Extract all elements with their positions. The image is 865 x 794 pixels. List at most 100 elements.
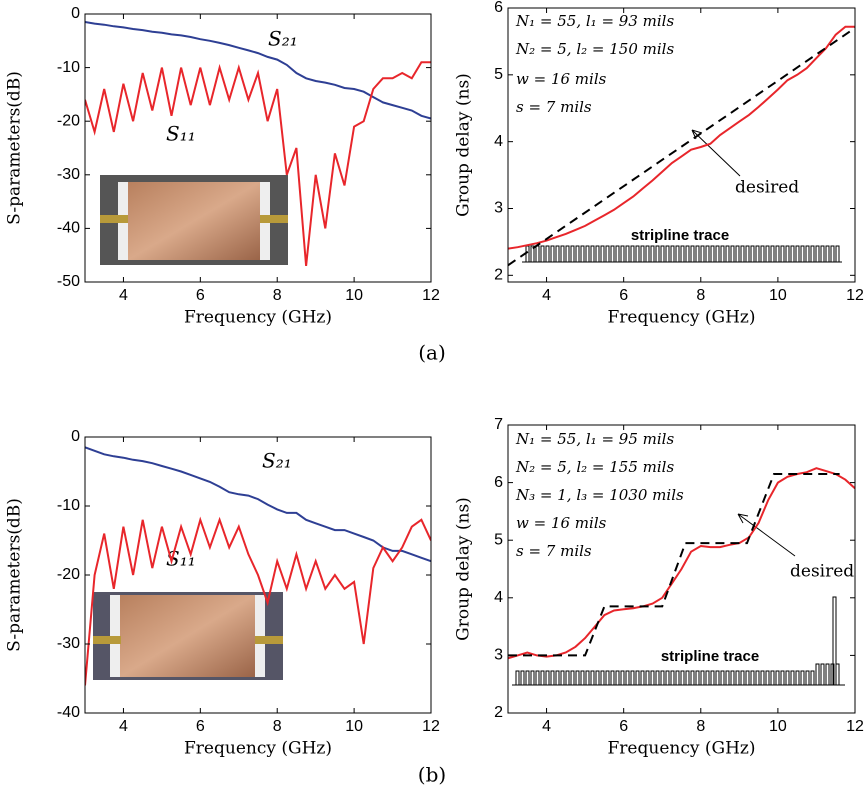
trace-finger xyxy=(805,670,810,686)
trace-finger xyxy=(815,245,820,263)
trace-finger xyxy=(832,596,837,686)
trace-finger xyxy=(675,670,680,686)
x-tick-label: 10 xyxy=(345,287,363,304)
x-tick-label: 10 xyxy=(345,718,363,735)
y-axis-label: S-parameters(dB) xyxy=(5,498,25,652)
series-line xyxy=(85,21,431,120)
trace-finger xyxy=(580,245,585,263)
trace-finger xyxy=(795,670,800,686)
y-tick-label: -20 xyxy=(57,112,80,129)
stripline-inset xyxy=(522,245,842,263)
annotation: desired xyxy=(735,178,799,198)
trace-finger xyxy=(630,670,635,686)
trace-finger xyxy=(735,670,740,686)
trace-finger xyxy=(585,670,590,686)
trace-finger xyxy=(660,670,665,686)
y-tick-label: 7 xyxy=(494,416,503,433)
y-tick-label: 3 xyxy=(494,647,503,664)
trace-finger xyxy=(615,245,620,263)
trace-finger xyxy=(720,670,725,686)
x-tick-label: 12 xyxy=(422,287,440,304)
trace-finger xyxy=(655,245,660,263)
trace-finger xyxy=(620,245,625,263)
caption: (b) xyxy=(418,763,446,787)
trace-finger xyxy=(710,670,715,686)
trace-finger xyxy=(635,245,640,263)
trace-finger xyxy=(700,670,705,686)
x-tick-label: 10 xyxy=(769,287,787,304)
trace-finger xyxy=(705,670,710,686)
trace-finger xyxy=(535,670,540,686)
trace-finger xyxy=(610,670,615,686)
arrow xyxy=(691,129,741,177)
trace-finger xyxy=(600,245,605,263)
trace-finger xyxy=(545,245,550,263)
trace-finger xyxy=(570,670,575,686)
x-tick-label: 6 xyxy=(196,718,205,735)
trace-finger xyxy=(815,663,820,686)
annotation: w = 16 mils xyxy=(516,70,607,88)
chart: 4 6 8 10 12 2 3 4 5 6 7 Frequency (GHz) Group delay … xyxy=(454,416,865,758)
trace-finger xyxy=(605,670,610,686)
x-tick-label: 8 xyxy=(696,287,705,304)
series-line xyxy=(508,27,855,267)
trace-finger xyxy=(770,670,775,686)
plot-frame xyxy=(507,7,856,283)
x-axis-label: Frequency (GHz) xyxy=(608,308,756,328)
x-axis-label: Frequency (GHz) xyxy=(608,739,756,759)
trace-finger xyxy=(680,670,685,686)
y-tick-label: 0 xyxy=(71,5,80,22)
x-tick-label: 12 xyxy=(422,718,440,735)
trace-finger xyxy=(560,245,565,263)
annotation: N₂ = 5, l₂ = 150 mils xyxy=(515,40,674,58)
y-tick-label: -50 xyxy=(57,273,80,290)
annotation: s = 7 mils xyxy=(516,98,592,116)
y-tick-label: 2 xyxy=(494,267,503,284)
y-tick-label: 4 xyxy=(494,133,503,150)
arrow xyxy=(737,513,796,557)
trace-finger xyxy=(630,245,635,263)
y-tick-label: -20 xyxy=(57,566,80,583)
series-label: S₂₁ xyxy=(268,27,298,51)
y-axis-label: S-parameters(dB) xyxy=(5,71,25,225)
series-line xyxy=(85,61,431,267)
trace-finger xyxy=(675,245,680,263)
trace-finger xyxy=(570,245,575,263)
trace-finger xyxy=(710,245,715,263)
x-tick-label: 4 xyxy=(119,718,128,735)
trace-finger xyxy=(775,245,780,263)
series-label: S₂₁ xyxy=(262,449,292,473)
annotation: N₃ = 1, l₃ = 1030 mils xyxy=(515,486,684,504)
trace-finger xyxy=(775,670,780,686)
trace-finger xyxy=(555,670,560,686)
trace-finger xyxy=(750,245,755,263)
trace-finger xyxy=(765,670,770,686)
trace-finger xyxy=(635,670,640,686)
trace-finger xyxy=(715,670,720,686)
caption: (a) xyxy=(418,341,446,365)
annotation: N₂ = 5, l₂ = 155 mils xyxy=(515,458,674,476)
trace-finger xyxy=(660,245,665,263)
chart: 4 6 8 10 12 2 3 4 5 6 Frequency (GHz) Group delay (… xyxy=(454,0,865,328)
y-tick-label: 6 xyxy=(494,0,503,16)
trace-finger xyxy=(615,670,620,686)
trace-finger xyxy=(695,245,700,263)
annotation: desired xyxy=(790,562,854,582)
x-tick-label: 8 xyxy=(273,718,282,735)
trace-finger xyxy=(565,670,570,686)
trace-finger xyxy=(600,670,605,686)
trace-finger xyxy=(680,245,685,263)
trace-finger xyxy=(560,670,565,686)
trace-finger xyxy=(835,245,840,263)
chart: 4 6 8 10 12 0 -10 -20 -30 -40 Frequency (GHz) S-par… xyxy=(5,428,441,758)
chart: 4 6 8 10 12 0 -10 -20 -30 -40 -50 Frequency (GHz) S-… xyxy=(5,5,441,327)
trace-finger xyxy=(735,245,740,263)
trace-finger xyxy=(725,670,730,686)
x-axis-label: Frequency (GHz) xyxy=(184,308,332,328)
trace-finger xyxy=(705,245,710,263)
trace-finger xyxy=(765,245,770,263)
trace-finger xyxy=(540,670,545,686)
trace-finger xyxy=(590,670,595,686)
trace-finger xyxy=(620,670,625,686)
